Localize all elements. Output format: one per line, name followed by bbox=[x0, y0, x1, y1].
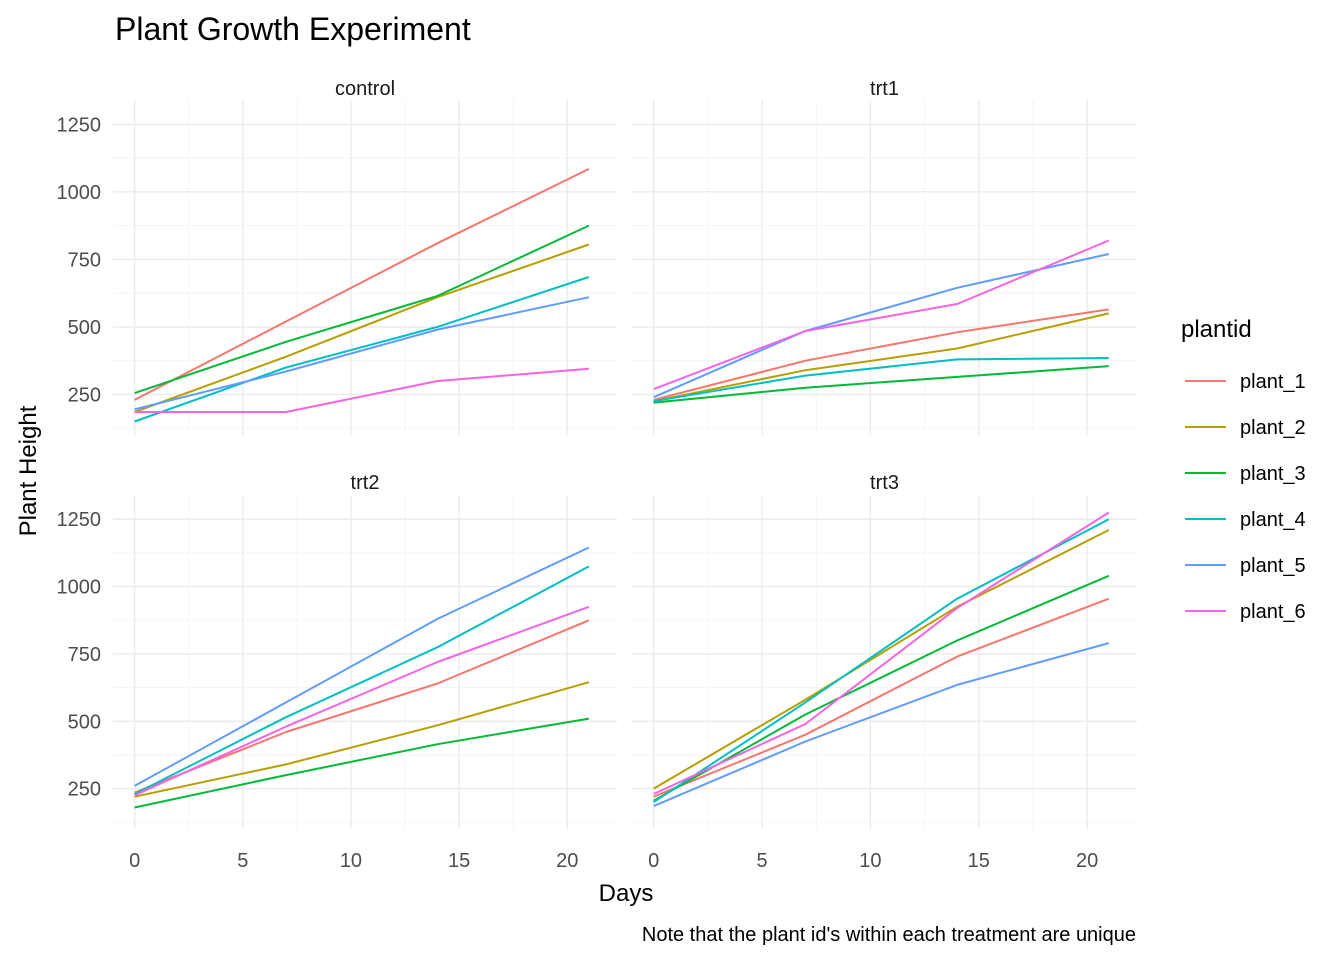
legend-item-plant_2: plant_2 bbox=[1185, 417, 1306, 439]
x-tick-label: 5 bbox=[756, 850, 767, 872]
y-tick-label: 1000 bbox=[57, 577, 102, 599]
facet-panel-control: control 250 500 750 1000 1250 bbox=[57, 78, 617, 435]
legend-label: plant_5 bbox=[1240, 555, 1306, 577]
legend-label: plant_4 bbox=[1240, 509, 1306, 531]
series-line-control-plant_5 bbox=[134, 296, 590, 411]
series-line-control-plant_3 bbox=[134, 224, 590, 395]
series-line-trt1-plant_6 bbox=[653, 239, 1110, 391]
chart-caption: Note that the plant id's within each tre… bbox=[642, 924, 1136, 946]
y-tick-label: 750 bbox=[68, 249, 101, 271]
series-line-trt1-plant_4 bbox=[653, 357, 1109, 403]
series-line-trt3-plant_5 bbox=[653, 642, 1110, 808]
legend-label: plant_1 bbox=[1240, 371, 1306, 393]
series-line-trt2-plant_6 bbox=[134, 605, 590, 797]
facet-strip-label: trt2 bbox=[351, 472, 380, 494]
legend-item-plant_1: plant_1 bbox=[1185, 371, 1306, 393]
series-line-control-plant_4 bbox=[134, 276, 590, 423]
x-tick-label: 10 bbox=[859, 850, 881, 872]
y-tick-label: 250 bbox=[68, 779, 101, 801]
facet-panel-trt3: trt3 0 5 10 15 20 bbox=[632, 472, 1137, 872]
y-tick-label: 1250 bbox=[57, 114, 102, 136]
x-tick-label: 5 bbox=[237, 850, 248, 872]
facet-panel-trt2: trt2 250 500 750 1000 1250 0 5 10 15 20 bbox=[57, 472, 617, 872]
x-tick-label: 15 bbox=[968, 850, 990, 872]
series-line-trt2-plant_2 bbox=[134, 681, 590, 798]
legend-label: plant_6 bbox=[1240, 601, 1306, 623]
y-axis-title: Plant Height bbox=[15, 405, 42, 536]
legend-item-plant_5: plant_5 bbox=[1185, 555, 1306, 577]
legend-item-plant_6: plant_6 bbox=[1185, 601, 1306, 623]
x-tick-label: 0 bbox=[129, 850, 140, 872]
series-line-control-plant_1 bbox=[134, 168, 590, 401]
legend-label: plant_3 bbox=[1240, 463, 1306, 485]
x-tick-label: 15 bbox=[448, 850, 470, 872]
legend-title: plantid bbox=[1181, 316, 1252, 343]
facet-strip-label: control bbox=[335, 78, 395, 100]
series-line-trt1-plant_2 bbox=[653, 312, 1110, 403]
facet-strip-label: trt3 bbox=[870, 472, 899, 494]
y-tick-label: 500 bbox=[68, 317, 101, 339]
series-line-trt1-plant_1 bbox=[653, 308, 1109, 401]
series-line-control-plant_6 bbox=[134, 367, 589, 413]
series-line-trt3-plant_4 bbox=[653, 518, 1110, 803]
series-line-trt1-plant_3 bbox=[653, 365, 1109, 404]
series-line-control-plant_2 bbox=[134, 243, 590, 413]
y-tick-label: 1000 bbox=[57, 182, 102, 204]
y-tick-label: 250 bbox=[68, 384, 101, 406]
facet-panel-trt1: trt1 bbox=[632, 78, 1137, 435]
facet-panels: control25050075010001250trt1trt225050075… bbox=[57, 78, 1137, 872]
facet-strip-label: trt1 bbox=[870, 78, 899, 100]
x-axis-title: Days bbox=[599, 880, 654, 907]
x-tick-label: 20 bbox=[556, 850, 578, 872]
series-line-trt3-plant_3 bbox=[653, 574, 1110, 802]
legend-item-plant_3: plant_3 bbox=[1185, 463, 1306, 485]
x-tick-label: 10 bbox=[340, 850, 362, 872]
legend-item-plant_4: plant_4 bbox=[1185, 509, 1306, 531]
legend-label: plant_2 bbox=[1240, 417, 1306, 439]
series-line-trt3-plant_1 bbox=[653, 597, 1110, 798]
series-line-trt2-plant_5 bbox=[134, 546, 590, 787]
series-line-trt1-plant_5 bbox=[653, 253, 1110, 399]
x-tick-label: 20 bbox=[1076, 850, 1098, 872]
series-line-trt3-plant_6 bbox=[653, 511, 1110, 795]
legend: plantid plant_1 plant_2 plant_3 plant_4plan… bbox=[1181, 316, 1306, 623]
x-tick-label: 0 bbox=[648, 850, 659, 872]
series-line-trt2-plant_3 bbox=[134, 717, 590, 809]
y-tick-label: 750 bbox=[68, 644, 101, 666]
chart-title: Plant Growth Experiment bbox=[115, 11, 471, 47]
series-line-trt2-plant_1 bbox=[134, 619, 590, 794]
series-line-trt2-plant_4 bbox=[134, 565, 590, 795]
series-line-trt3-plant_2 bbox=[653, 529, 1110, 790]
y-tick-label: 1250 bbox=[57, 509, 102, 531]
y-tick-label: 500 bbox=[68, 711, 101, 733]
